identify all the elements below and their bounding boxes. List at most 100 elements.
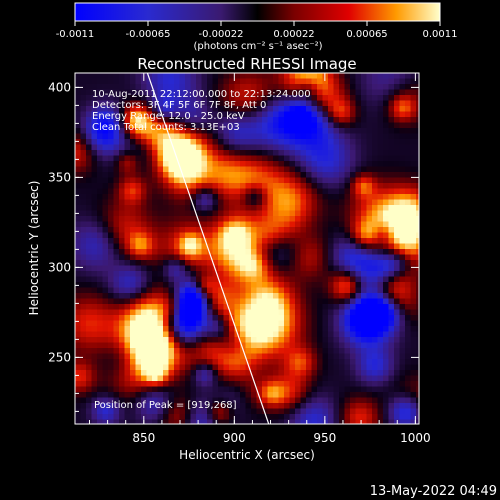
heat-cell — [75, 414, 81, 420]
heat-cell — [146, 89, 153, 96]
heat-cell — [124, 348, 131, 354]
heat-cell — [284, 370, 290, 376]
heat-cell — [328, 84, 334, 90]
heat-cell — [146, 315, 153, 321]
heat-cell — [174, 293, 180, 299]
heat-cell — [196, 172, 202, 178]
heat-cell — [229, 232, 235, 239]
heat-cell — [273, 348, 279, 354]
heat-cell — [355, 150, 362, 156]
heat-cell — [124, 73, 131, 79]
heat-cell — [223, 106, 230, 112]
heat-cell — [366, 139, 373, 145]
heat-cell — [273, 249, 279, 255]
heat-cell — [218, 172, 224, 178]
heat-cell — [86, 133, 92, 140]
heat-cell — [174, 353, 180, 360]
heat-cell — [152, 304, 158, 310]
heat-cell — [344, 199, 351, 206]
heat-cell — [174, 183, 180, 189]
heat-cell — [273, 172, 279, 178]
heat-cell — [388, 128, 395, 134]
heat-cell — [372, 276, 378, 283]
heat-cell — [339, 419, 345, 424]
heat-cell — [366, 128, 373, 134]
heat-cell — [405, 298, 411, 305]
heat-cell — [355, 320, 362, 327]
heat-cell — [306, 309, 312, 316]
heat-cell — [344, 265, 351, 272]
heat-cell — [229, 265, 235, 272]
heat-cell — [273, 111, 279, 118]
heat-cell — [102, 89, 109, 96]
heat-cell — [124, 227, 131, 233]
heat-cell — [207, 331, 213, 338]
heat-cell — [130, 155, 136, 162]
heat-cell — [174, 144, 180, 151]
heat-cell — [311, 172, 318, 178]
heat-cell — [416, 238, 419, 244]
heat-cell — [229, 414, 235, 420]
heat-cell — [355, 161, 362, 167]
heat-cell — [75, 419, 81, 424]
heat-cell — [333, 375, 340, 382]
heat-cell — [86, 89, 92, 96]
heat-cell — [135, 419, 142, 424]
heat-cell — [207, 304, 213, 310]
heat-cell — [262, 232, 268, 239]
heat-cell — [350, 254, 356, 261]
heat-cell — [295, 320, 301, 327]
heat-cell — [405, 95, 411, 101]
heat-cell — [284, 150, 290, 156]
heat-cell — [234, 73, 241, 79]
heat-cell — [339, 271, 345, 277]
heat-cell — [245, 337, 252, 343]
heat-cell — [141, 271, 147, 277]
heat-cell — [124, 403, 131, 409]
heat-cell — [108, 249, 114, 255]
heat-cell — [355, 216, 362, 222]
heat-cell — [267, 282, 274, 288]
heat-cell — [141, 183, 147, 189]
heat-cell — [267, 144, 274, 151]
heat-cell — [179, 161, 186, 167]
heat-cell — [399, 155, 406, 162]
heat-cell — [223, 282, 230, 288]
heat-cell — [212, 414, 219, 420]
heat-cell — [168, 370, 175, 376]
heat-cell — [229, 221, 235, 228]
heat-cell — [399, 370, 406, 376]
heat-cell — [157, 342, 164, 349]
heat-cell — [229, 254, 235, 261]
heat-cell — [289, 166, 296, 173]
heat-cell — [306, 73, 312, 79]
heat-cell — [108, 216, 114, 222]
heat-cell — [124, 353, 131, 360]
heat-cell — [234, 326, 241, 332]
heat-cell — [273, 221, 279, 228]
heat-cell — [196, 337, 202, 343]
heat-cell — [135, 249, 142, 255]
heat-cell — [141, 337, 147, 343]
heat-cell — [190, 403, 197, 409]
heat-cell — [289, 150, 296, 156]
heat-cell — [124, 419, 131, 424]
heat-cell — [190, 100, 197, 107]
heat-cell — [289, 364, 296, 371]
heat-cell — [212, 331, 219, 338]
heat-cell — [333, 293, 340, 299]
heat-cell — [207, 139, 213, 145]
heat-cell — [273, 205, 279, 211]
heat-cell — [141, 381, 147, 387]
heat-cell — [284, 386, 290, 393]
heat-cell — [322, 276, 329, 283]
heat-cell — [119, 419, 125, 424]
heat-cell — [256, 375, 263, 382]
heat-cell — [240, 309, 246, 316]
heat-cell — [262, 287, 268, 294]
heat-cell — [212, 276, 219, 283]
heat-cell — [300, 408, 307, 415]
heat-cell — [300, 78, 307, 85]
heat-cell — [190, 309, 197, 316]
